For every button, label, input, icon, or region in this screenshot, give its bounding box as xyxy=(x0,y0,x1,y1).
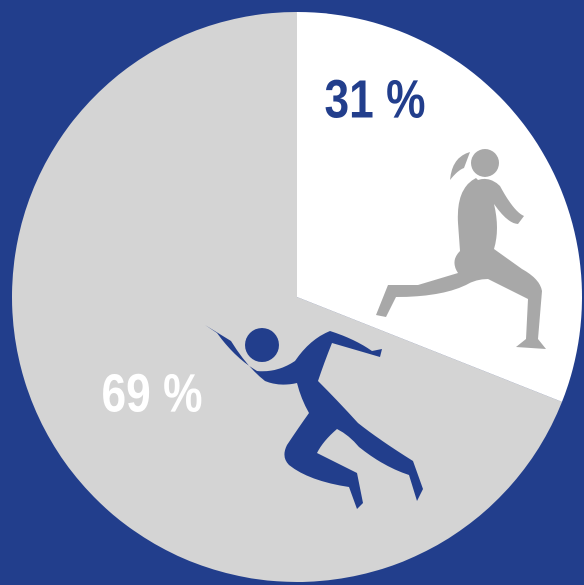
pie xyxy=(12,12,582,583)
pie-slice xyxy=(297,12,582,402)
labels: 31 % 69 % xyxy=(102,69,426,423)
male-runner-icon xyxy=(205,325,423,509)
value-label: 69 % xyxy=(102,363,203,423)
pie-slice xyxy=(12,12,562,583)
female-runner-icon xyxy=(376,149,546,349)
value-label: 31 % xyxy=(325,69,426,129)
